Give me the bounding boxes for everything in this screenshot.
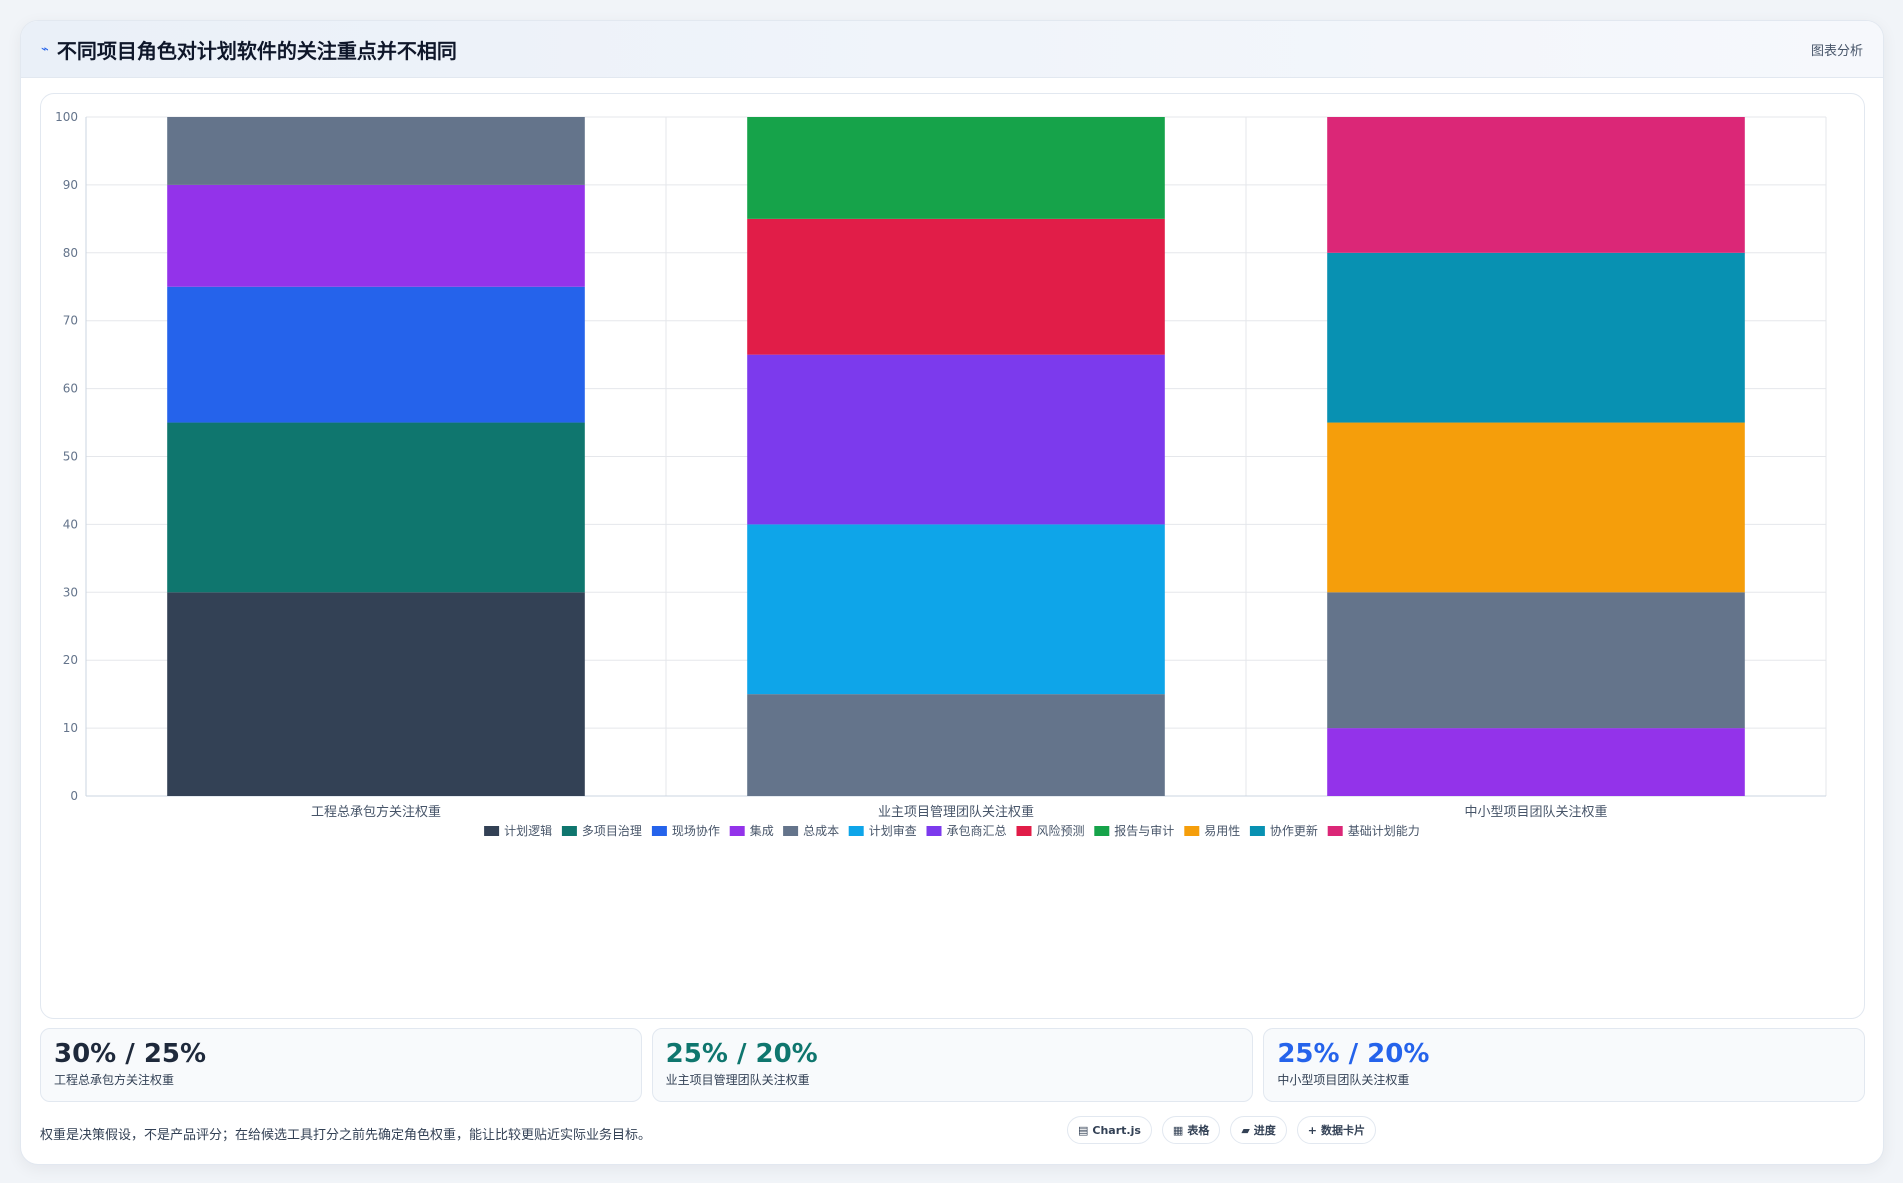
bar-segment (1327, 252, 1745, 423)
y-tick-label: 40 (63, 517, 78, 531)
bar-segment (167, 592, 585, 796)
bar-segment (1327, 592, 1745, 729)
y-tick-label: 100 (55, 110, 78, 124)
chip-chartjs[interactable]: ▤ Chart.js (1067, 1116, 1152, 1144)
stat-label: 中小型项目团队关注权重 (1277, 1073, 1410, 1087)
chip-progress[interactable]: ▰ 进度 (1230, 1116, 1287, 1144)
legend-label: 易用性 (1204, 824, 1240, 838)
legend-swatch (1016, 826, 1032, 836)
legend-label: 计划审查 (869, 823, 917, 838)
chip-label: Chart.js (1092, 1123, 1141, 1137)
bar-segment (167, 184, 585, 287)
legend-swatch (561, 826, 577, 836)
stat-value: 25% / 20% (1277, 1039, 1430, 1069)
legend-label: 集成 (750, 823, 774, 838)
y-tick-label: 10 (63, 721, 78, 735)
legend-swatch (484, 826, 500, 836)
x-tick-label: 工程总承包方关注权重 (311, 804, 441, 820)
stat-card: 25% / 20% 业主项目管理团队关注权重 (651, 1028, 1254, 1102)
chart-icon: ▤ (1078, 1123, 1089, 1137)
footnote: 权重是决策假设，不是产品评分；在给候选工具打分之前先确定角色权重，能让比较更贴近… (40, 1128, 652, 1143)
card-icon: + (1307, 1123, 1318, 1137)
y-tick-label: 90 (63, 178, 78, 192)
legend-label: 现场协作 (672, 823, 720, 838)
view-chips: ▤ Chart.js ▦ 表格 ▰ 进度 + 数据卡片 (1067, 1116, 1377, 1144)
chart-card: ⌁ 不同项目角色对计划软件的关注重点并不相同 图表分析 0 10 20 30 40 50 6… (20, 20, 1884, 1165)
card-header: ⌁ 不同项目角色对计划软件的关注重点并不相同 图表分析 (21, 21, 1883, 78)
legend-swatch (848, 826, 864, 836)
table-icon: ▦ (1172, 1123, 1184, 1137)
legend-swatch (1184, 826, 1200, 836)
y-tick-label: 50 (63, 450, 78, 464)
chip-data-card[interactable]: + 数据卡片 (1296, 1116, 1377, 1144)
stat-label: 业主项目管理团队关注权重 (665, 1073, 810, 1087)
legend-swatch (729, 826, 745, 836)
x-tick-label: 业主项目管理团队关注权重 (878, 804, 1034, 820)
legend-swatch (783, 826, 799, 836)
stats-row: 30% / 25% 工程总承包方关注权重 25% / 20% 业主项目管理团队关… (40, 1028, 1866, 1102)
legend-label: 风险预测 (1037, 823, 1085, 838)
chip-label: 表格 (1187, 1124, 1210, 1137)
legend-label: 协作更新 (1270, 823, 1318, 838)
legend-swatch (1094, 826, 1110, 836)
bar-segment (747, 694, 1165, 796)
bar-segment (1327, 117, 1745, 253)
legend-swatch (651, 826, 667, 836)
bar-segment (167, 117, 585, 185)
stacked-bar-chart: 0 10 20 30 40 50 60 70 80 90 100 工程总承包方关注权重 业主项目管理团队… (55, 110, 1827, 838)
legend-label: 总成本 (803, 824, 839, 838)
y-tick-label: 80 (63, 246, 78, 260)
bar-segment (1327, 728, 1745, 796)
chip-label: 数据卡片 (1321, 1124, 1366, 1137)
chip-table[interactable]: ▦ 表格 (1161, 1116, 1221, 1144)
y-tick-label: 70 (63, 314, 78, 328)
bar-segment (747, 117, 1165, 219)
stat-label: 工程总承包方关注权重 (54, 1073, 175, 1087)
bar-segment (167, 422, 585, 593)
legend-label: 计划逻辑 (504, 824, 552, 838)
chart-line-icon: ⌁ (41, 41, 49, 57)
y-tick-label: 30 (63, 585, 78, 599)
y-tick-label: 20 (63, 653, 78, 667)
y-tick-label: 0 (70, 789, 78, 803)
stat-card: 30% / 25% 工程总承包方关注权重 (40, 1028, 642, 1102)
y-tick-label: 60 (63, 382, 78, 396)
stat-value: 30% / 25% (54, 1039, 207, 1069)
bar-segment (747, 524, 1165, 695)
stat-card: 25% / 20% 中小型项目团队关注权重 (1263, 1028, 1866, 1102)
legend-label: 承包商汇总 (947, 823, 1007, 838)
bar-segment (747, 218, 1165, 355)
chart-analysis-tag[interactable]: 图表分析 (1810, 43, 1863, 59)
x-tick-label: 中小型项目团队关注权重 (1464, 804, 1607, 820)
bar-segment (167, 286, 585, 423)
footer: 权重是决策假设，不是产品评分；在给候选工具打分之前先确定角色权重，能让比较更贴近… (40, 1114, 1865, 1154)
page-title: 不同项目角色对计划软件的关注重点并不相同 (56, 38, 457, 63)
stat-value: 25% / 20% (665, 1039, 818, 1069)
chart-container: 0 10 20 30 40 50 60 70 80 90 100 工程总承包方关注权重 业主项目管理团队… (40, 93, 1865, 1019)
chip-label: 进度 (1253, 1124, 1276, 1137)
bar-segment (1327, 422, 1745, 593)
legend-label: 基础计划能力 (1348, 824, 1420, 838)
bar-segment (747, 354, 1165, 525)
progress-icon: ▰ (1241, 1123, 1250, 1137)
legend-label: 多项目治理 (582, 824, 642, 838)
legend-label: 报告与审计 (1114, 823, 1174, 838)
legend-swatch (1327, 826, 1343, 836)
legend-swatch (1249, 826, 1265, 836)
legend-swatch (926, 826, 942, 836)
